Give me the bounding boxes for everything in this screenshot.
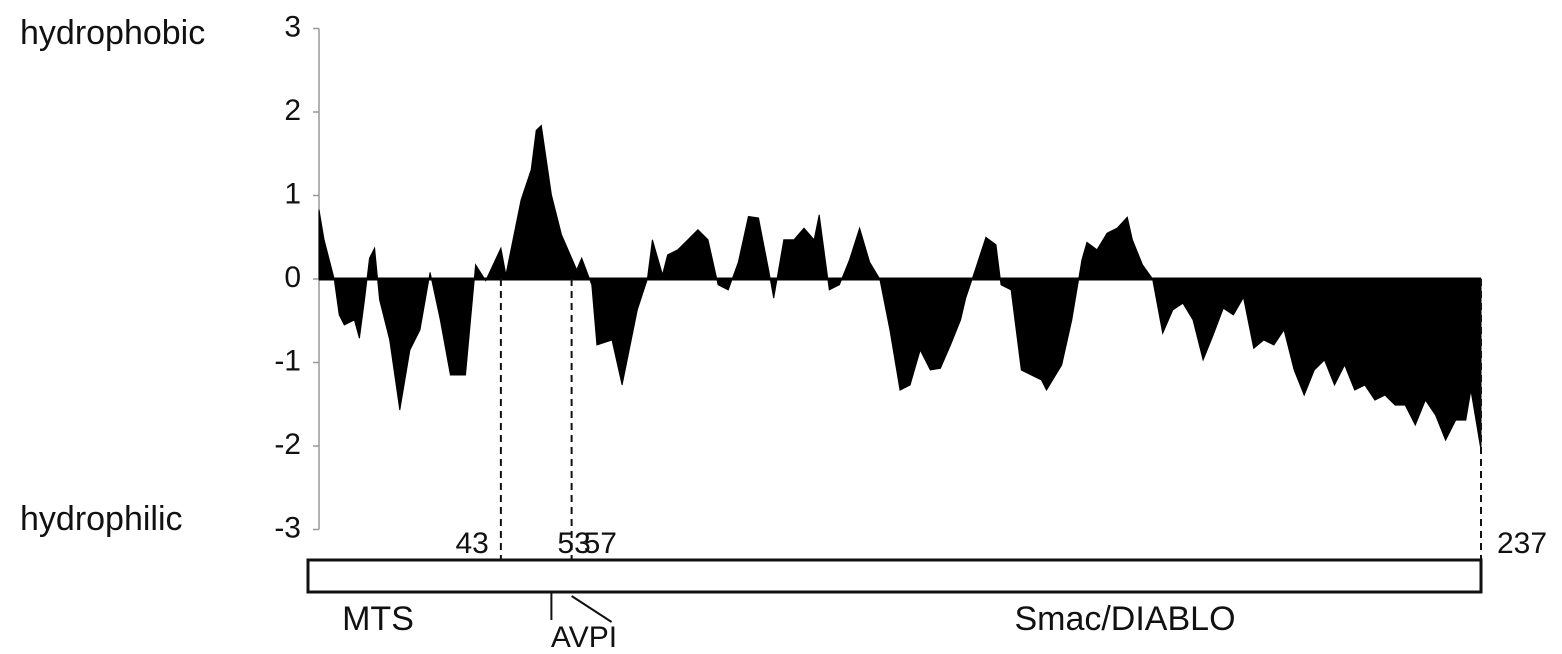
hydrophilic-label: hydrophilic bbox=[20, 500, 183, 538]
motif-pointer bbox=[571, 595, 613, 623]
y-tick-label: 3 bbox=[284, 10, 301, 43]
hydropathy-area bbox=[318, 124, 1482, 451]
residue-label: 57 bbox=[584, 527, 617, 560]
hydrophobic-label: hydrophobic bbox=[20, 14, 205, 52]
y-tick-label: 2 bbox=[284, 94, 301, 127]
y-tick-label: 0 bbox=[284, 261, 301, 294]
y-tick-label: -3 bbox=[274, 511, 301, 544]
residue-label: 237 bbox=[1497, 527, 1547, 560]
y-tick-label: 1 bbox=[284, 177, 301, 210]
residue-label: 53 bbox=[557, 527, 590, 560]
region-label: Smac/DIABLO bbox=[1014, 600, 1235, 638]
motif-label: AVPI bbox=[551, 621, 617, 654]
y-tick-label: -1 bbox=[274, 344, 301, 377]
region-label: MTS bbox=[342, 600, 414, 638]
y-tick-label: -2 bbox=[274, 428, 301, 461]
residue-label: 43 bbox=[456, 527, 489, 560]
protein-bar bbox=[306, 558, 1483, 594]
